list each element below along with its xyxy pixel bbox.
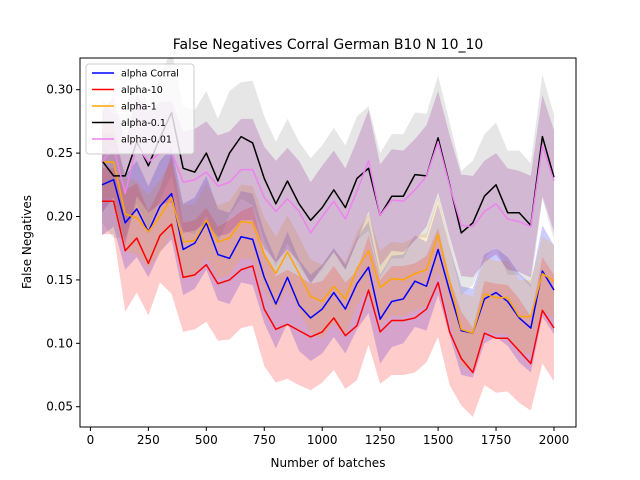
legend-box bbox=[85, 63, 195, 155]
x-axis: 0 250 500 750 1000 1250 1500 1750 2000 bbox=[87, 427, 570, 447]
y-tick-label: 0.15 bbox=[46, 273, 73, 287]
line-series-2 bbox=[102, 161, 555, 334]
legend-label-4: alpha-0.01 bbox=[121, 135, 172, 146]
x-tick-label: 2000 bbox=[539, 433, 570, 447]
x-tick-label: 1250 bbox=[365, 433, 396, 447]
y-tick-label: 0.10 bbox=[46, 336, 73, 350]
x-tick-label: 1000 bbox=[307, 433, 338, 447]
line-series-4 bbox=[101, 140, 555, 234]
legend-label-3: alpha-0.1 bbox=[121, 118, 166, 129]
x-tick-label: 750 bbox=[253, 433, 276, 447]
line-series-1 bbox=[102, 200, 555, 374]
plot-frame bbox=[79, 57, 577, 428]
band-series-0 bbox=[102, 132, 554, 378]
y-tick-label: 0.20 bbox=[46, 210, 73, 224]
y-axis: 0.05 0.10 0.15 0.20 0.25 0.30 bbox=[46, 83, 80, 414]
x-tick-label: 0 bbox=[87, 433, 95, 447]
legend: alpha Corral alpha-10 alpha-1 alpha-0.1 alph… bbox=[85, 63, 195, 155]
y-tick-label: 0.30 bbox=[46, 83, 73, 97]
legend-label-1: alpha-10 bbox=[121, 85, 163, 96]
y-tick-label: 0.25 bbox=[46, 146, 73, 160]
band-series-2 bbox=[102, 125, 554, 370]
y-tick-label: 0.05 bbox=[46, 400, 73, 414]
band-series-1 bbox=[102, 154, 554, 417]
legend-label-0: alpha Corral bbox=[121, 69, 179, 80]
y-axis-title: False Negatives bbox=[20, 195, 34, 289]
x-axis-title: Number of batches bbox=[271, 456, 386, 470]
band-series-4 bbox=[102, 90, 554, 284]
x-tick-label: 1750 bbox=[481, 433, 512, 447]
x-tick-label: 500 bbox=[195, 433, 218, 447]
legend-label-2: alpha-1 bbox=[121, 102, 157, 113]
chart-title: False Negatives Corral German B10 N 10_1… bbox=[173, 37, 484, 53]
x-tick-label: 1500 bbox=[423, 433, 454, 447]
x-tick-label: 250 bbox=[137, 433, 160, 447]
